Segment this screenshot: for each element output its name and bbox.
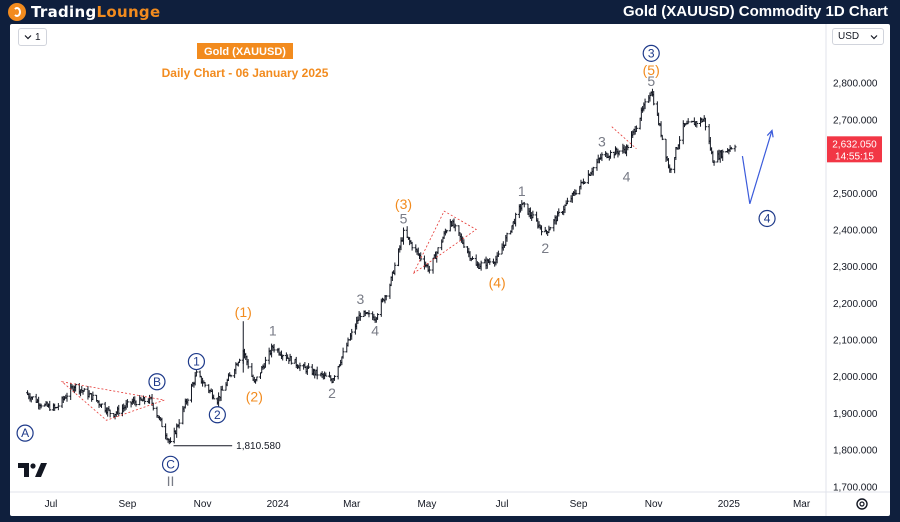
interval-label: 1 [35,31,41,43]
tradinglounge-logo-icon [8,3,26,21]
chevron-down-icon [870,34,878,39]
triangle-pattern [412,210,477,274]
wave-label-circle: 3 [642,44,660,62]
x-tick-label: 2025 [718,499,741,510]
y-tick-label: 1,700.000 [833,482,878,493]
chart-title-badge [197,43,293,59]
wave-circle [148,373,166,391]
wave-label-circle: B [148,373,166,391]
wave-circle [161,455,180,473]
y-tick-label: 1,800.000 [833,446,878,457]
wave-label: 1 [193,355,200,369]
y-tick-label: 2,300.000 [833,262,878,273]
wave-label: C [166,457,175,471]
page-title: Gold (XAUUSD) Commodity 1D Chart [622,3,888,20]
wave-label: 4 [623,168,631,184]
wave-label-circle: A [16,424,34,442]
wave-label: (4) [489,275,506,291]
wave-label-circle: 4 [758,209,776,228]
x-tick-label: Sep [118,499,136,510]
price-chart[interactable]: 2,800.0002,700.0002,600.0002,500.0002,40… [10,24,890,516]
projection-arrowhead [766,129,774,138]
candle-group [26,88,737,445]
wave-label: B [153,375,161,389]
wave-label: 3 [598,133,606,149]
chart-title: Gold (XAUUSD) [204,46,286,58]
tradingview-logo-icon[interactable] [18,462,48,478]
x-tick-label: May [417,499,436,510]
interval-selector[interactable]: 1 [18,28,47,46]
chart-frame: 2,800.0002,700.0002,600.0002,500.0002,40… [10,24,890,516]
low-annotation-label: 1,810.580 [236,441,281,452]
wave-label: 5 [400,210,408,226]
wave-label: II [167,473,175,489]
wave-circle [16,424,34,442]
settings-button[interactable] [854,496,870,512]
wave-label: (5) [643,62,660,78]
wave-label: (1) [235,304,252,320]
last-price-label: 2,632.050 [832,139,877,150]
price-badge [827,136,882,163]
chart-subtitle: Daily Chart - 06 January 2025 [162,66,329,80]
wave-label: 2 [541,240,549,256]
wave-label: 3 [648,46,655,60]
x-tick-label: Jul [496,499,509,510]
wedge-line [611,126,637,150]
wave-label: 4 [371,322,379,338]
brand-logo[interactable]: TradingLounge [8,1,160,23]
wave-circle [187,352,206,371]
wave-label-circle: C [161,455,180,473]
currency-selector[interactable]: USD [832,28,884,45]
y-tick-label: 2,700.000 [833,115,878,126]
wave-label: 1 [269,322,277,338]
brand-name: TradingLounge [31,3,161,21]
gear-icon [856,498,868,510]
wave-label: 2 [328,385,336,401]
wave-label: 3 [356,291,364,307]
wave-label: 2 [214,408,221,422]
y-tick-label: 2,200.000 [833,299,878,310]
x-tick-label: Nov [194,499,212,510]
header-bar: TradingLounge Gold (XAUUSD) Commodity 1D… [0,0,900,24]
x-tick-label: Mar [343,499,361,510]
wave-label: 4 [764,211,771,225]
y-tick-label: 2,100.000 [833,336,878,347]
x-tick-label: Nov [645,499,663,510]
y-tick-label: 2,000.000 [833,372,878,383]
chevron-down-icon [24,35,32,40]
projection-path [741,130,773,204]
wave-circle [758,209,776,228]
currency-label: USD [838,31,860,42]
wave-label-circle: 2 [208,406,226,424]
wave-label: (3) [395,196,412,212]
x-tick-label: Jul [45,499,58,510]
wave-circle [208,406,226,424]
wave-label: (2) [246,388,263,404]
y-tick-label: 2,500.000 [833,189,878,200]
x-tick-label: Sep [570,499,588,510]
x-tick-label: Mar [793,499,811,510]
wave-label: 1 [518,183,526,199]
countdown-label: 14:55:15 [835,151,874,162]
wave-label: 5 [647,73,655,89]
y-tick-label: 2,400.000 [833,225,878,236]
wave-label: A [21,426,29,440]
y-tick-label: 1,900.000 [833,409,878,420]
y-tick-label: 2,800.000 [833,79,878,90]
x-tick-label: 2024 [267,499,290,510]
wave-label-circle: 1 [187,352,206,371]
wave-circle [642,44,660,62]
triangle-pattern [60,381,166,421]
